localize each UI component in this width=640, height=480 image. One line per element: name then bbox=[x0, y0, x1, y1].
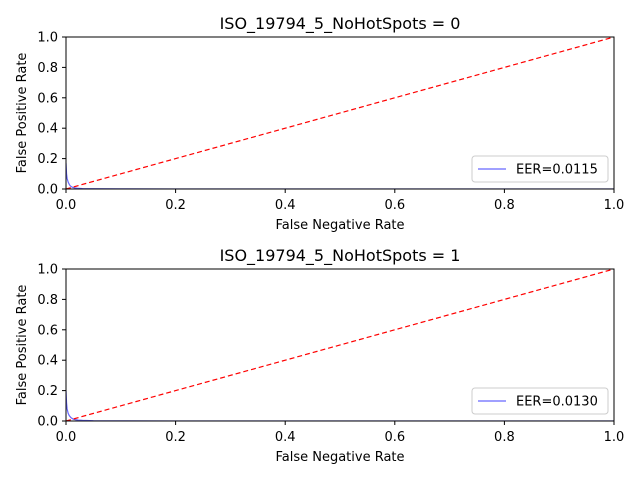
chart-1: 0.0 0.2 0.4 0.6 0.8 1.0 0.0 0.2 0.4 0.6 0.8 1.0 ISO_… bbox=[15, 246, 624, 465]
legend-label: EER=0.0130 bbox=[516, 395, 598, 410]
y-tick-label: 0.6 bbox=[37, 91, 58, 106]
y-tick-label: 1.0 bbox=[37, 263, 58, 278]
axes-frame bbox=[65, 268, 615, 422]
legend: EER=0.0130 bbox=[471, 387, 609, 415]
x-tick-label: 0.6 bbox=[384, 430, 405, 445]
diagonal-reference-line bbox=[66, 269, 614, 421]
y-tick-label: 0.6 bbox=[37, 323, 58, 338]
y-tick-label: 0.2 bbox=[37, 384, 58, 399]
x-axis-label: False Negative Rate bbox=[275, 450, 404, 465]
y-tick-label: 0.2 bbox=[37, 152, 58, 167]
y-tick-label: 0.0 bbox=[37, 415, 58, 430]
chart-0: 0.0 0.2 0.4 0.6 0.8 1.0 0.0 0.2 0.4 0.6 0.8 1.0 ISO_… bbox=[15, 14, 624, 233]
y-tick-label: 0.8 bbox=[37, 293, 58, 308]
legend-label: EER=0.0115 bbox=[516, 163, 598, 178]
x-axis-label: False Negative Rate bbox=[275, 218, 404, 233]
x-tick-label: 0.4 bbox=[275, 198, 296, 213]
y-tick-label: 0.4 bbox=[37, 354, 58, 369]
x-tick-label: 0.2 bbox=[165, 198, 186, 213]
x-tick-label: 0.6 bbox=[384, 198, 405, 213]
y-tick-label: 1.0 bbox=[37, 31, 58, 46]
y-tick-label: 0.8 bbox=[37, 61, 58, 76]
x-tick-label: 0.0 bbox=[56, 198, 77, 213]
chart-title: ISO_19794_5_NoHotSpots = 1 bbox=[220, 246, 461, 266]
x-tick-label: 1.0 bbox=[604, 430, 625, 445]
legend: EER=0.0115 bbox=[471, 155, 609, 183]
x-tick-label: 0.4 bbox=[275, 430, 296, 445]
diagonal-reference-line bbox=[66, 37, 614, 189]
y-axis-label: False Positive Rate bbox=[15, 285, 30, 406]
x-tick-label: 0.2 bbox=[165, 430, 186, 445]
x-tick-label: 0.0 bbox=[56, 430, 77, 445]
x-tick-label: 1.0 bbox=[604, 198, 625, 213]
x-tick-label: 0.8 bbox=[494, 198, 515, 213]
chart-title: ISO_19794_5_NoHotSpots = 0 bbox=[220, 14, 461, 34]
y-tick-label: 0.0 bbox=[37, 183, 58, 198]
legend-box bbox=[471, 387, 609, 415]
axes-frame bbox=[65, 36, 615, 190]
x-tick-label: 0.8 bbox=[494, 430, 515, 445]
y-axis-label: False Positive Rate bbox=[15, 53, 30, 174]
y-tick-label: 0.4 bbox=[37, 122, 58, 137]
legend-box bbox=[471, 155, 609, 183]
